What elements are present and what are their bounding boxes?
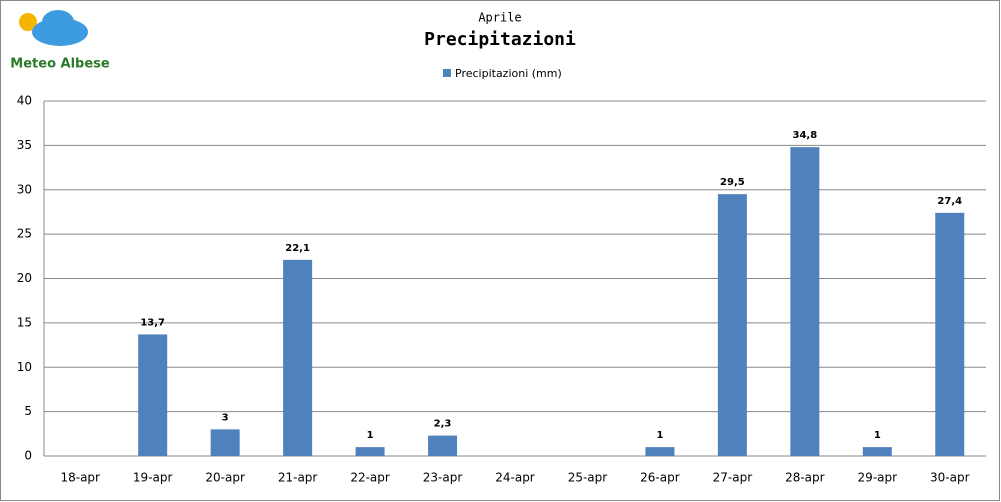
data-label: 29,5 bbox=[720, 177, 745, 188]
data-label: 1 bbox=[367, 430, 374, 441]
bar bbox=[210, 429, 240, 456]
logo: Meteo Albese bbox=[10, 10, 110, 72]
data-label: 27,4 bbox=[937, 196, 962, 207]
bar bbox=[428, 435, 458, 456]
y-tick-label: 40 bbox=[17, 94, 32, 108]
logo-sun bbox=[19, 13, 37, 31]
legend-swatch bbox=[443, 69, 451, 77]
bar bbox=[935, 212, 965, 456]
x-tick-label: 26-apr bbox=[640, 471, 680, 485]
bar bbox=[283, 259, 313, 456]
data-label: 34,8 bbox=[793, 130, 818, 141]
x-tick-label: 25-apr bbox=[568, 471, 608, 485]
x-tick-label: 27-apr bbox=[713, 471, 753, 485]
data-label: 22,1 bbox=[285, 243, 310, 254]
y-tick-label: 0 bbox=[24, 449, 32, 463]
logo-cloud bbox=[42, 10, 74, 34]
data-label: 3 bbox=[222, 412, 229, 423]
x-tick-label: 20-apr bbox=[205, 471, 245, 485]
x-tick-label: 23-apr bbox=[423, 471, 463, 485]
y-tick-label: 20 bbox=[17, 271, 32, 285]
x-tick-label: 22-apr bbox=[350, 471, 390, 485]
x-tick-label: 19-apr bbox=[133, 471, 173, 485]
x-tick-label: 29-apr bbox=[858, 471, 898, 485]
y-tick-label: 5 bbox=[24, 404, 32, 418]
bar bbox=[138, 334, 168, 456]
x-tick-label: 24-apr bbox=[495, 471, 535, 485]
bar bbox=[790, 147, 820, 456]
data-label: 2,3 bbox=[434, 419, 452, 430]
x-tick-label: 18-apr bbox=[60, 471, 100, 485]
bar bbox=[355, 447, 385, 456]
x-tick-label: 28-apr bbox=[785, 471, 825, 485]
bar bbox=[717, 194, 747, 456]
y-tick-label: 35 bbox=[17, 138, 32, 152]
legend-label: Precipitazioni (mm) bbox=[455, 67, 562, 80]
data-label: 1 bbox=[874, 430, 881, 441]
x-tick-label: 21-apr bbox=[278, 471, 318, 485]
chart-title: Precipitazioni bbox=[424, 29, 576, 50]
y-tick-label: 15 bbox=[17, 315, 32, 329]
bar bbox=[645, 447, 675, 456]
logo-text: Meteo Albese bbox=[10, 57, 110, 72]
x-tick-label: 30-apr bbox=[930, 471, 970, 485]
y-tick-label: 10 bbox=[17, 360, 32, 374]
y-tick-label: 25 bbox=[17, 227, 32, 241]
data-label: 1 bbox=[656, 430, 663, 441]
y-tick-label: 30 bbox=[17, 182, 32, 196]
data-label: 13,7 bbox=[140, 317, 165, 328]
bar bbox=[862, 447, 892, 456]
chart-subtitle: Aprile bbox=[478, 11, 521, 25]
